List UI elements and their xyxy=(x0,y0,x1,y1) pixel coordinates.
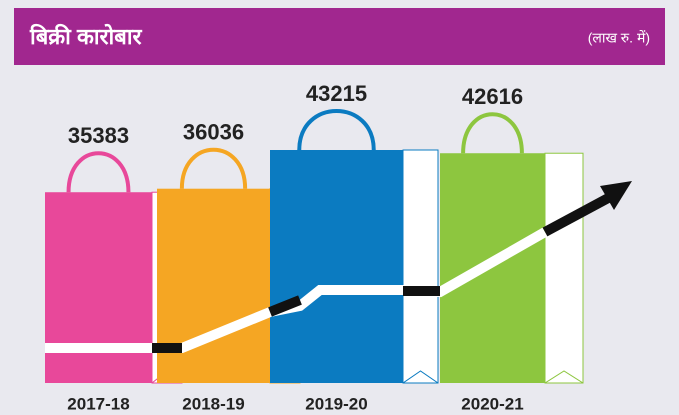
value-label: 43215 xyxy=(306,81,367,106)
x-tick-label: 2020-21 xyxy=(461,394,523,413)
header-band xyxy=(14,8,665,65)
value-label: 35383 xyxy=(68,123,129,148)
bar xyxy=(270,150,403,383)
bag-side xyxy=(402,149,439,384)
unit-label: (लाख रु. में) xyxy=(588,30,650,46)
chart-title: बिक्री कारोबार xyxy=(29,23,143,49)
bag-side xyxy=(544,152,584,384)
x-tick-label: 2017-18 xyxy=(67,394,129,413)
bag-fold xyxy=(402,370,439,384)
bag-handle xyxy=(66,151,131,193)
bag-fold xyxy=(544,370,584,384)
x-tick-label: 2018-19 xyxy=(182,394,244,413)
bag-handle xyxy=(461,112,524,154)
bar xyxy=(45,192,152,383)
bar xyxy=(440,153,545,383)
trend-arrow xyxy=(45,181,632,353)
bag-handle xyxy=(179,147,248,189)
x-tick-label: 2019-20 xyxy=(305,394,367,413)
value-label: 36036 xyxy=(183,120,244,145)
bags: 35383 2017-18 36036 2018-19 43215 2019-20 4261… xyxy=(45,81,584,413)
bar xyxy=(157,188,270,383)
value-label: 42616 xyxy=(462,84,523,109)
bag-handle xyxy=(297,109,376,151)
